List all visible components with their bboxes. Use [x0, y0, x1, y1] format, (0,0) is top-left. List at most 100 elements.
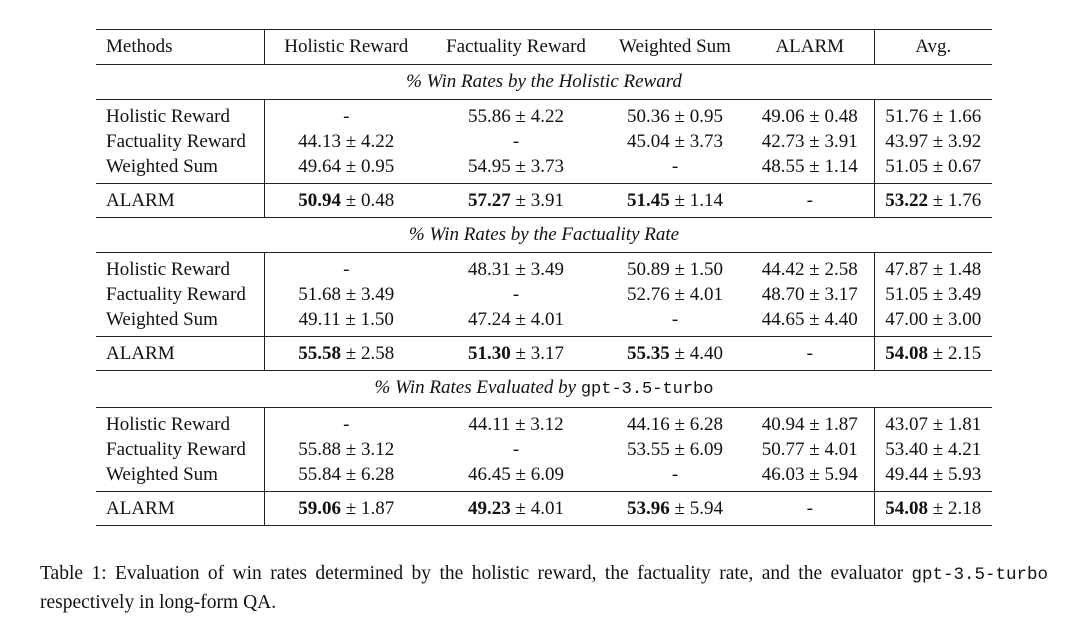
section-title: % Win Rates by the Holistic Reward — [96, 64, 992, 100]
win-rate-cell: 47.00 ± 3.00 — [873, 307, 992, 337]
win-rate-cell: 49.11 ± 1.50 — [263, 307, 428, 337]
best-value: 59.06 — [298, 498, 342, 519]
section-title-evaluator: gpt-3.5-turbo — [580, 380, 714, 399]
value-rest: ± 1.76 — [928, 190, 982, 211]
alarm-win-rate-cell: - — [746, 183, 874, 218]
table-caption: Table 1: Evaluation of win rates determi… — [40, 560, 1048, 617]
win-rate-cell: 40.94 ± 1.87 — [746, 407, 874, 437]
alarm-win-rate-cell: - — [746, 491, 874, 526]
section-title-text: % Win Rates by the Factuality Rate — [408, 224, 680, 245]
win-rate-cell: 43.07 ± 1.81 — [873, 407, 992, 437]
method-name: Factuality Reward — [106, 284, 246, 305]
alarm-win-rate-cell: 59.06 ± 1.87 — [263, 491, 428, 526]
win-rate-cell: 53.55 ± 6.09 — [627, 439, 723, 460]
table-header-row: Methods Holistic Reward Factuality Rewar… — [96, 29, 992, 65]
value-rest: ± 2.18 — [928, 498, 982, 519]
alarm-row: ALARM 50.94 ± 0.48 57.27 ± 3.91 51.45 ± 1.1… — [96, 183, 992, 218]
alarm-row: ALARM 55.58 ± 2.58 51.30 ± 3.17 55.35 ± 4.4… — [96, 336, 992, 371]
column-header-factuality-reward: Factuality Reward — [428, 29, 604, 65]
method-name: Factuality Reward — [106, 439, 246, 460]
win-rate-cell: 55.84 ± 6.28 — [263, 462, 428, 492]
value-rest: ± 5.94 — [669, 498, 723, 519]
table-row: Factuality Reward 44.13 ± 4.22 - 45.04 ± 3.… — [96, 129, 992, 154]
value-rest: ± 4.01 — [510, 498, 564, 519]
alarm-win-rate-cell: 57.27 ± 3.91 — [428, 183, 604, 218]
win-rate-cell: 44.65 ± 4.40 — [761, 309, 858, 330]
win-rate-cell: 46.03 ± 5.94 — [761, 464, 858, 485]
best-value: 49.23 — [468, 498, 511, 519]
value-rest: - — [806, 498, 813, 519]
win-rate-cell: 50.36 ± 0.95 — [604, 99, 746, 129]
column-header-alarm: ALARM — [746, 29, 874, 65]
win-rate-cell: 47.87 ± 1.48 — [873, 252, 992, 282]
win-rate-cell: - — [512, 131, 520, 152]
method-name: Weighted Sum — [106, 156, 218, 177]
best-value: 51.45 — [627, 190, 670, 211]
value-rest: ± 2.15 — [928, 343, 982, 364]
method-name: Weighted Sum — [106, 309, 218, 330]
section-title-text: % Win Rates by the Holistic Reward — [406, 71, 682, 92]
win-rate-cell: 49.44 ± 5.93 — [873, 462, 992, 492]
table-row: Factuality Reward 51.68 ± 3.49 - 52.76 ± 4.… — [96, 282, 992, 307]
value-rest: ± 1.87 — [341, 498, 395, 519]
win-rate-cell: - — [671, 464, 679, 485]
caption-text-end: respectively in long-form QA. — [40, 592, 277, 613]
alarm-win-rate-cell: 51.30 ± 3.17 — [428, 336, 604, 371]
best-value: 55.35 — [627, 343, 670, 364]
table-row: Weighted Sum 49.11 ± 1.50 47.24 ± 4.01 - 44.… — [96, 307, 992, 337]
win-rate-cell: 51.68 ± 3.49 — [263, 282, 428, 307]
value-rest: - — [806, 343, 813, 364]
column-header-avg: Avg. — [873, 29, 992, 65]
win-rate-cell: 43.97 ± 3.92 — [873, 129, 992, 154]
win-rate-cell: 45.04 ± 3.73 — [627, 131, 723, 152]
alarm-win-rate-cell: 50.94 ± 0.48 — [263, 183, 428, 218]
section-title-text: % Win Rates Evaluated by — [374, 377, 581, 398]
section-title: % Win Rates by the Factuality Rate — [96, 217, 992, 253]
win-rate-cell: 44.42 ± 2.58 — [746, 252, 874, 282]
section-title-row: % Win Rates by the Factuality Rate — [96, 217, 992, 253]
win-rate-cell: - — [263, 252, 428, 282]
alarm-row: ALARM 59.06 ± 1.87 49.23 ± 4.01 53.96 ± 5.9… — [96, 491, 992, 526]
method-name-alarm: ALARM — [96, 491, 264, 526]
win-rate-cell: 50.77 ± 4.01 — [761, 439, 858, 460]
value-rest: ± 0.48 — [341, 190, 395, 211]
table-row: Holistic Reward -48.31 ± 3.49 50.89 ± 1.50… — [96, 252, 992, 282]
win-rate-cell: 44.13 ± 4.22 — [263, 129, 428, 154]
table-row: Weighted Sum 55.84 ± 6.28 46.45 ± 6.09 - 46.… — [96, 462, 992, 492]
best-value: 55.58 — [298, 343, 342, 364]
value-rest: ± 2.58 — [341, 343, 395, 364]
alarm-win-rate-cell: 53.22 ± 1.76 — [873, 183, 992, 218]
table-row: Factuality Reward 55.88 ± 3.12 - 53.55 ± 6.… — [96, 437, 992, 462]
best-value: 57.27 — [468, 190, 511, 211]
method-name: Holistic Reward — [96, 99, 264, 129]
column-header-weighted-sum: Weighted Sum — [604, 29, 746, 65]
results-table-body: Methods Holistic Reward Factuality Rewar… — [96, 29, 992, 526]
section-title-row: % Win Rates Evaluated by gpt-3.5-turbo — [96, 370, 992, 408]
win-rate-cell: 55.86 ± 4.22 — [428, 99, 604, 129]
win-rate-cell: 44.11 ± 3.12 — [428, 407, 604, 437]
alarm-win-rate-cell: 55.35 ± 4.40 — [604, 336, 746, 371]
win-rate-cell: - — [512, 284, 520, 305]
method-name-alarm: ALARM — [96, 336, 264, 371]
alarm-win-rate-cell: 55.58 ± 2.58 — [263, 336, 428, 371]
win-rate-cell: 42.73 ± 3.91 — [761, 131, 858, 152]
win-rate-cell: 47.24 ± 4.01 — [468, 309, 564, 330]
column-header-holistic-reward: Holistic Reward — [263, 29, 428, 65]
alarm-win-rate-cell: 53.96 ± 5.94 — [604, 491, 746, 526]
best-value: 54.08 — [885, 498, 929, 519]
win-rate-cell: 55.88 ± 3.12 — [263, 437, 428, 462]
section-title: % Win Rates Evaluated by gpt-3.5-turbo — [96, 370, 992, 408]
method-name: Factuality Reward — [106, 131, 246, 152]
value-rest: - — [806, 190, 813, 211]
value-rest: ± 1.14 — [669, 190, 723, 211]
best-value: 53.22 — [885, 190, 929, 211]
method-name: Holistic Reward — [96, 252, 264, 282]
win-rate-cell: 49.64 ± 0.95 — [263, 154, 428, 184]
win-rate-cell: 49.06 ± 0.48 — [746, 99, 874, 129]
alarm-win-rate-cell: - — [746, 336, 874, 371]
win-rate-cell: 54.95 ± 3.73 — [468, 156, 564, 177]
caption-text: Table 1: Evaluation of win rates determi… — [40, 563, 912, 584]
method-name-alarm: ALARM — [96, 183, 264, 218]
win-rate-cell: 48.70 ± 3.17 — [761, 284, 858, 305]
